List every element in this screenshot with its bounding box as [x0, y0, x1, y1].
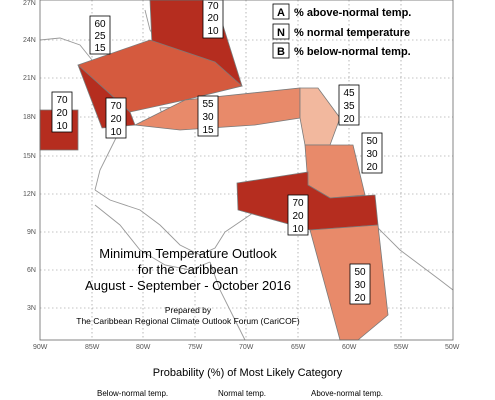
prob-box — [349, 263, 371, 305]
below-value: 10 — [56, 121, 68, 132]
normal-value: 30 — [366, 149, 378, 160]
lon-tick-labels: 90W 85W 80W 75W 70W 65W 60W 55W 50W — [33, 344, 460, 351]
lon-tick: 50W — [445, 344, 460, 351]
map-frame — [39, 0, 454, 341]
normal-value: 20 — [292, 211, 304, 222]
above-value: 70 — [292, 198, 304, 209]
probability-title: Probability (%) of Most Likely Category — [152, 367, 343, 379]
category-labels: Below-normal temp. Normal temp. Above-no… — [0, 389, 495, 400]
normal-value: 20 — [56, 108, 68, 119]
below-value: 10 — [292, 224, 304, 235]
map-title-block: Minimum Temperature Outlook for the Cari… — [76, 246, 300, 326]
category-below: Below-normal temp. — [97, 389, 169, 398]
legend-normal-key: N — [277, 27, 285, 39]
prob-box — [202, 0, 224, 39]
above-value: 50 — [354, 267, 366, 278]
above-value: 60 — [94, 19, 106, 30]
prob-box — [197, 95, 219, 137]
lon-tick: 90W — [33, 344, 48, 351]
legend-below-label: % below-normal temp. — [294, 46, 411, 58]
category-above: Above-normal temp. — [311, 389, 384, 398]
above-value: 70 — [56, 95, 68, 106]
lat-tick: 21N — [23, 75, 36, 82]
below-value: 15 — [94, 43, 106, 54]
prob-box — [287, 194, 309, 236]
lat-tick: 6N — [27, 267, 36, 274]
below-value: 20 — [354, 293, 366, 304]
legend-below-key: B — [277, 46, 285, 58]
below-value: 15 — [202, 125, 214, 136]
lon-tick: 80W — [136, 344, 151, 351]
lon-tick: 65W — [291, 344, 306, 351]
above-value: 45 — [343, 88, 355, 99]
lon-tick: 60W — [342, 344, 357, 351]
below-value: 20 — [343, 114, 355, 125]
prob-box — [51, 91, 73, 133]
lon-tick: 75W — [188, 344, 203, 351]
normal-value: 30 — [354, 280, 366, 291]
normal-value: 25 — [94, 31, 106, 42]
lon-tick: 85W — [85, 344, 100, 351]
map-title-line-2: for the Caribbean — [138, 262, 238, 277]
prob-box — [105, 97, 127, 139]
above-value: 50 — [366, 136, 378, 147]
normal-value: 20 — [110, 114, 122, 125]
above-value: 70 — [110, 101, 122, 112]
below-value: 10 — [207, 26, 219, 37]
probability-boxes — [51, 0, 383, 305]
prob-box — [89, 15, 111, 55]
map-title-line-1: Minimum Temperature Outlook — [99, 246, 277, 261]
lat-tick: 12N — [23, 191, 36, 198]
map-legend: A % above-normal temp. N % normal temper… — [272, 3, 411, 59]
lat-tick: 18N — [23, 114, 36, 121]
lat-tick: 3N — [27, 305, 36, 312]
above-value: 55 — [202, 99, 214, 110]
lon-tick: 55W — [394, 344, 409, 351]
region-guianas — [309, 224, 389, 341]
above-value: 70 — [207, 1, 219, 12]
lat-tick: 24N — [23, 37, 36, 44]
map-title-line-3: August - September - October 2016 — [85, 278, 291, 293]
lat-tick: 15N — [23, 153, 36, 160]
below-value: 10 — [110, 127, 122, 138]
legend-normal-label: % normal temperature — [294, 27, 410, 39]
probability-values: 60 25 15 70 20 10 70 20 10 70 20 10 55 3… — [56, 1, 378, 304]
prepared-by: Prepared by — [165, 305, 212, 315]
lat-tick-labels: 3N 6N 9N 12N 15N 18N 21N 24N 27N — [23, 0, 36, 312]
normal-value: 20 — [207, 13, 219, 24]
prob-box — [361, 132, 383, 174]
below-value: 20 — [366, 162, 378, 173]
lon-tick: 70W — [239, 344, 254, 351]
normal-value: 30 — [202, 112, 214, 123]
category-normal: Normal temp. — [218, 389, 267, 398]
normal-value: 35 — [343, 101, 355, 112]
legend-above-key: A — [277, 7, 285, 19]
prob-box — [338, 84, 360, 126]
legend-above-label: % above-normal temp. — [294, 7, 411, 19]
lat-tick: 9N — [27, 229, 36, 236]
organization: The Caribbean Regional Climate Outlook F… — [76, 316, 300, 326]
lat-tick: 27N — [23, 0, 36, 7]
